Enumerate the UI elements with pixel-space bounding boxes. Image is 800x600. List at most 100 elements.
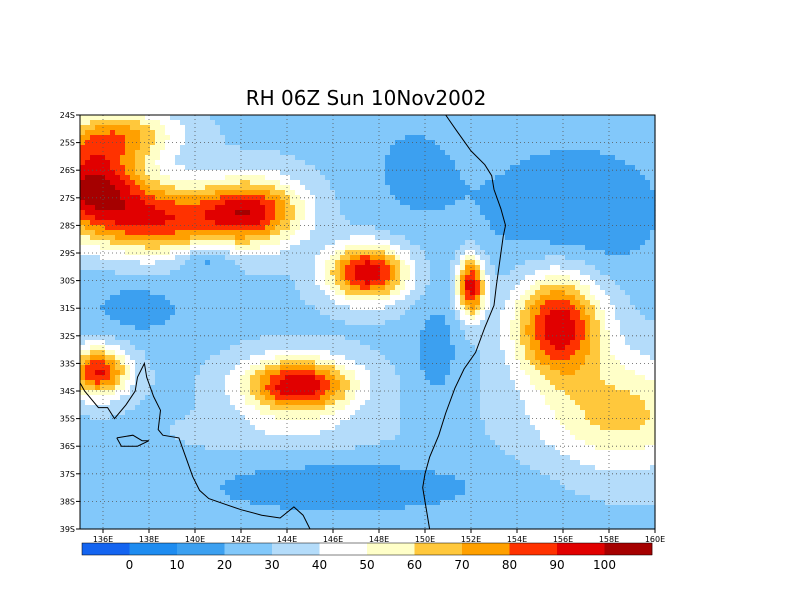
field-cell-3028 bbox=[270, 245, 276, 251]
field-cell-1430 bbox=[330, 175, 336, 181]
field-cell-1367 bbox=[590, 170, 596, 176]
field-cell-2279 bbox=[550, 210, 556, 216]
field-cell-612 bbox=[265, 140, 271, 146]
field-cell-2949 bbox=[450, 240, 456, 246]
field-cell-2470 bbox=[355, 220, 361, 226]
field-cell-1749 bbox=[200, 190, 206, 196]
field-cell-4996 bbox=[335, 330, 341, 336]
field-cell-419 bbox=[450, 130, 456, 136]
field-cell-1351 bbox=[510, 170, 516, 176]
field-cell-1651 bbox=[285, 185, 291, 191]
field-cell-1987 bbox=[240, 200, 246, 206]
field-cell-4818 bbox=[595, 320, 601, 326]
field-cell-849 bbox=[300, 150, 306, 156]
field-cell-2671 bbox=[210, 230, 216, 236]
field-cell-504 bbox=[300, 135, 306, 141]
field-cell-2112 bbox=[290, 205, 296, 211]
field-cell-1188 bbox=[270, 165, 276, 171]
field-cell-1990 bbox=[255, 200, 261, 206]
field-cell-2095 bbox=[205, 205, 211, 211]
field-cell-995 bbox=[455, 155, 461, 161]
field-cell-4083 bbox=[370, 290, 376, 296]
field-cell-4666 bbox=[410, 315, 416, 321]
field-cell-1045 bbox=[130, 160, 136, 166]
field-cell-889 bbox=[500, 150, 506, 156]
field-cell-406 bbox=[385, 130, 391, 136]
field-cell-3612 bbox=[315, 270, 321, 276]
field-cell-2724 bbox=[475, 230, 481, 236]
field-cell-488 bbox=[220, 135, 226, 141]
field-cell-1676 bbox=[410, 185, 416, 191]
field-cell-900 bbox=[555, 150, 561, 156]
field-cell-1204 bbox=[350, 165, 356, 171]
field-cell-3284 bbox=[400, 255, 406, 261]
field-cell-2110 bbox=[280, 205, 286, 211]
field-cell-2574 bbox=[300, 225, 306, 231]
field-cell-2784 bbox=[200, 235, 206, 241]
field-cell-3225 bbox=[105, 255, 111, 261]
field-cell-2593 bbox=[395, 225, 401, 231]
field-cell-4541 bbox=[360, 310, 366, 316]
field-cell-2964 bbox=[525, 240, 531, 246]
field-cell-1191 bbox=[285, 165, 291, 171]
field-cell-2207 bbox=[190, 210, 196, 216]
field-cell-2771 bbox=[135, 235, 141, 241]
field-cell-2222 bbox=[265, 210, 271, 216]
field-cell-1483 bbox=[595, 175, 601, 181]
field-cell-281 bbox=[335, 125, 341, 131]
field-cell-3784 bbox=[600, 275, 606, 281]
field-cell-2557 bbox=[215, 225, 221, 231]
field-cell-801 bbox=[635, 145, 641, 151]
field-cell-1342 bbox=[465, 170, 471, 176]
field-cell-1991 bbox=[260, 200, 266, 206]
field-cell-136 bbox=[185, 120, 191, 126]
field-cell-3288 bbox=[420, 255, 426, 261]
field-cell-1691 bbox=[485, 185, 491, 191]
field-cell-4606 bbox=[110, 315, 116, 321]
field-cell-555 bbox=[555, 135, 561, 141]
field-cell-174 bbox=[375, 120, 381, 126]
field-cell-2546 bbox=[160, 225, 166, 231]
field-cell-817 bbox=[140, 150, 146, 156]
field-cell-867 bbox=[390, 150, 396, 156]
field-cell-537 bbox=[465, 135, 471, 141]
field-cell-2260 bbox=[455, 210, 461, 216]
field-cell-1739 bbox=[150, 190, 156, 196]
field-cell-3353 bbox=[170, 260, 176, 266]
field-cell-2814 bbox=[350, 235, 356, 241]
field-cell-2673 bbox=[220, 230, 226, 236]
field-cell-3955 bbox=[305, 285, 311, 291]
field-cell-3639 bbox=[450, 270, 456, 276]
field-cell-4009 bbox=[575, 285, 581, 291]
field-cell-658 bbox=[495, 140, 501, 146]
field-cell-1003 bbox=[495, 155, 501, 161]
field-cell-848 bbox=[295, 150, 301, 156]
field-cell-379 bbox=[250, 130, 256, 136]
field-cell-3206 bbox=[585, 250, 591, 256]
field-cell-4607 bbox=[115, 315, 121, 321]
field-cell-1663 bbox=[345, 185, 351, 191]
field-cell-2573 bbox=[295, 225, 301, 231]
field-cell-210 bbox=[555, 120, 561, 126]
field-cell-3471 bbox=[185, 265, 191, 271]
field-cell-1929 bbox=[525, 195, 531, 201]
field-cell-1048 bbox=[145, 160, 151, 166]
field-cell-2325 bbox=[205, 215, 211, 221]
field-cell-2306 bbox=[110, 215, 116, 221]
field-cell-307 bbox=[465, 125, 471, 131]
field-cell-327 bbox=[565, 125, 571, 131]
field-cell-4167 bbox=[215, 295, 221, 301]
field-cell-655 bbox=[480, 140, 486, 146]
field-cell-2543 bbox=[145, 225, 151, 231]
field-cell-360 bbox=[155, 130, 161, 136]
field-cell-3899 bbox=[600, 280, 606, 286]
field-cell-2798 bbox=[270, 235, 276, 241]
field-cell-328 bbox=[570, 125, 576, 131]
field-cell-3645 bbox=[480, 270, 486, 276]
field-cell-2239 bbox=[350, 210, 356, 216]
field-cell-1021 bbox=[585, 155, 591, 161]
field-cell-1831 bbox=[610, 190, 616, 196]
field-cell-4528 bbox=[295, 310, 301, 316]
field-cell-1817 bbox=[540, 190, 546, 196]
field-cell-3129 bbox=[200, 250, 206, 256]
